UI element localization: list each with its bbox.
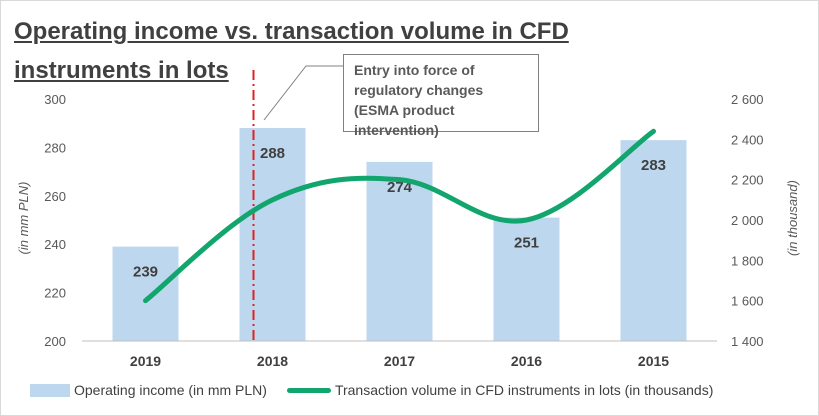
x-tick-label: 2019 <box>130 353 161 369</box>
y-left-tick-label: 220 <box>44 286 66 301</box>
operating-income-bar <box>493 217 560 341</box>
y-right-tick-label: 1 400 <box>731 334 764 349</box>
operating-income-data-label: 288 <box>260 145 285 162</box>
y-left-tick-label: 260 <box>44 189 66 204</box>
y-left-tick-label: 300 <box>44 92 66 107</box>
transaction-volume-line <box>143 128 656 304</box>
y-right-tick-label: 2 000 <box>731 213 764 228</box>
callout-leader-line <box>263 65 343 121</box>
operating-income-data-label: 274 <box>387 179 413 196</box>
operating-income-data-label: 251 <box>514 235 539 252</box>
legend-bar-swatch <box>30 383 70 397</box>
operating-income-bar <box>620 140 687 341</box>
x-tick-label: 2017 <box>384 353 415 369</box>
y-left-tick-label: 200 <box>44 334 66 349</box>
legend-label-transaction-volume: Transaction volume in CFD instruments in… <box>334 382 714 398</box>
operating-income-data-label: 283 <box>641 157 666 174</box>
y-right-tick-label: 2 200 <box>731 173 764 188</box>
x-tick-label: 2018 <box>257 353 288 369</box>
y-left-tick-label: 240 <box>44 237 66 252</box>
chart-title: Operating income vs. transaction volume … <box>14 18 569 84</box>
legend-label-operating-income: Operating income (in mm PLN) <box>74 382 267 398</box>
x-tick-label: 2016 <box>511 353 542 369</box>
y-left-tick-label: 280 <box>44 140 66 155</box>
legend: Operating income (in mm PLN) Transaction… <box>30 380 713 400</box>
y-right-tick-label: 1 800 <box>731 253 764 268</box>
operating-income-data-label: 239 <box>133 264 158 281</box>
y-right-tick-label: 2 600 <box>731 92 764 107</box>
x-tick-label: 2015 <box>638 353 669 369</box>
y-right-tick-label: 2 400 <box>731 132 764 147</box>
regulatory-change-callout: Entry into force of regulatory changes (… <box>343 54 539 138</box>
y-right-tick-label: 1 600 <box>731 294 764 309</box>
y-left-axis-title: (in mm PLN) <box>16 182 31 255</box>
legend-line-swatch <box>286 387 331 393</box>
operating-income-bar <box>239 128 306 341</box>
y-right-axis-title: (in thousand) <box>785 180 800 256</box>
operating-income-bar <box>366 161 433 341</box>
operating-income-bar <box>112 246 179 341</box>
